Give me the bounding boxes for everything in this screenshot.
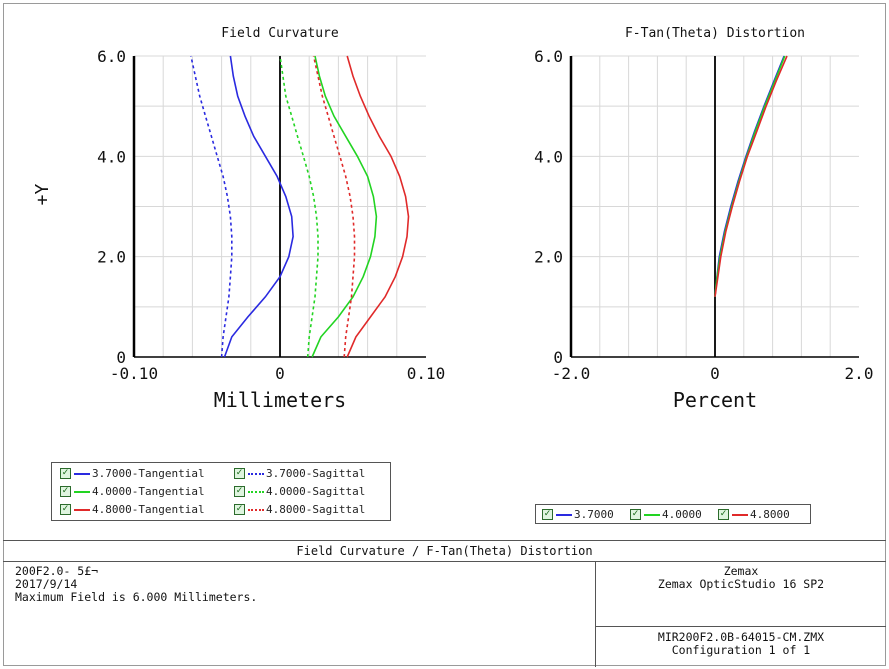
checkbox-icon[interactable]: ✓	[60, 486, 71, 497]
series-line-3-7000-tangential	[223, 55, 294, 358]
x-tick-label: 0.10	[407, 364, 446, 383]
legend-swatch	[74, 472, 90, 475]
y-tick-label: 0	[116, 348, 126, 367]
chart-title: F-Tan(Theta) Distortion	[625, 26, 805, 41]
chart-title: Field Curvature	[221, 26, 339, 41]
legend-label: 3.7000-Sagittal	[266, 467, 366, 480]
x-axis-label: Percent	[673, 388, 757, 412]
checkbox-icon[interactable]: ✓	[60, 468, 71, 479]
footer-file: MIR200F2.0B-64015-CM.ZMX	[657, 630, 825, 644]
series-line-4-8000	[714, 55, 788, 297]
checkbox-icon[interactable]: ✓	[234, 504, 245, 515]
legend-label: 3.7000	[574, 508, 614, 521]
legend-item[interactable]: ✓ 4.8000-Sagittal	[234, 503, 365, 516]
x-axis-label: Millimeters	[214, 388, 346, 412]
legend-label: 3.7000-Tangential	[92, 467, 205, 480]
series-line-3-7000	[714, 55, 785, 297]
checkbox-icon[interactable]: ✓	[60, 504, 71, 515]
legend-swatch	[74, 490, 90, 493]
legend-label: 4.8000	[750, 508, 790, 521]
legend-item[interactable]: ✓ 3.7000-Tangential	[60, 467, 205, 480]
footer-file-box: MIR200F2.0B-64015-CM.ZMX Configuration 1…	[595, 626, 886, 667]
legend-swatch	[644, 513, 660, 516]
legend-distortion: ✓ 3.7000 ✓ 4.0000 ✓ 4.8000	[535, 504, 811, 524]
series-line-3-7000-sagittal	[190, 55, 233, 358]
legend-swatch	[248, 508, 264, 511]
footer-company-box: Zemax Zemax OpticStudio 16 SP2	[595, 561, 886, 626]
y-tick-label: 4.0	[97, 147, 126, 166]
footer-panel: Field Curvature / F-Tan(Theta) Distortio…	[3, 540, 886, 667]
footer-title: Field Curvature / F-Tan(Theta) Distortio…	[3, 541, 886, 562]
checkbox-icon[interactable]: ✓	[718, 509, 729, 520]
plot-window: -0.10 0 0.10 0 2.0 4.0 6.0 Field Curvature Milli…	[3, 3, 886, 666]
series-line-4-0000	[714, 55, 786, 297]
footer-info-text: 200F2.0- 5£¬ 2017/9/14 Maximum Field is …	[15, 564, 258, 604]
x-tick-label: 0	[710, 364, 720, 383]
legend-item[interactable]: ✓ 4.8000-Tangential	[60, 503, 205, 516]
chart-2: -2.0 0 2.002.04.06.0F-Tan(Theta) Distortio…	[534, 26, 873, 412]
legend-field-curvature: ✓ 3.7000-Tangential ✓ 3.7000-Sagittal ✓ 4.000…	[51, 462, 391, 521]
legend-swatch	[732, 513, 748, 516]
checkbox-icon[interactable]: ✓	[234, 486, 245, 497]
y-tick-label: 0	[553, 348, 563, 367]
series-line-4-8000-sagittal	[312, 55, 356, 358]
x-tick-label: 2.0	[845, 364, 874, 383]
checkbox-icon[interactable]: ✓	[234, 468, 245, 479]
series-line-4-8000-tangential	[346, 55, 410, 358]
y-axis-label: +Y	[32, 184, 53, 206]
series-line-4-0000-sagittal	[279, 55, 319, 358]
legend-label: 4.0000-Sagittal	[266, 485, 366, 498]
y-tick-label: 6.0	[534, 47, 563, 66]
legend-label: 4.0000	[662, 508, 702, 521]
legend-swatch	[556, 513, 572, 516]
legend-item[interactable]: ✓ 4.0000	[630, 508, 702, 521]
x-tick-label: 0	[275, 364, 285, 383]
legend-swatch	[74, 508, 90, 511]
y-tick-label: 4.0	[534, 147, 563, 166]
legend-label: 4.8000-Sagittal	[266, 503, 366, 516]
y-tick-label: 2.0	[534, 248, 563, 267]
y-tick-label: 2.0	[97, 248, 126, 267]
legend-item[interactable]: ✓ 4.8000	[718, 508, 790, 521]
legend-item[interactable]: ✓ 4.0000-Sagittal	[234, 485, 365, 498]
legend-item[interactable]: ✓ 3.7000-Sagittal	[234, 467, 365, 480]
x-tick-label: -2.0	[552, 364, 591, 383]
legend-item[interactable]: ✓ 3.7000	[542, 508, 614, 521]
y-tick-label: 6.0	[97, 47, 126, 66]
legend-label: 4.8000-Tangential	[92, 503, 205, 516]
series-line-4-0000-tangential	[311, 55, 378, 358]
legend-item[interactable]: ✓ 4.0000-Tangential	[60, 485, 205, 498]
checkbox-icon[interactable]: ✓	[630, 509, 641, 520]
checkbox-icon[interactable]: ✓	[542, 509, 553, 520]
footer-software: Zemax OpticStudio 16 SP2	[657, 577, 825, 591]
legend-swatch	[248, 490, 264, 493]
footer-config: Configuration 1 of 1	[671, 643, 811, 657]
legend-label: 4.0000-Tangential	[92, 485, 205, 498]
x-tick-label: -0.10	[110, 364, 158, 383]
legend-swatch	[248, 472, 264, 475]
footer-company: Zemax	[723, 564, 759, 578]
